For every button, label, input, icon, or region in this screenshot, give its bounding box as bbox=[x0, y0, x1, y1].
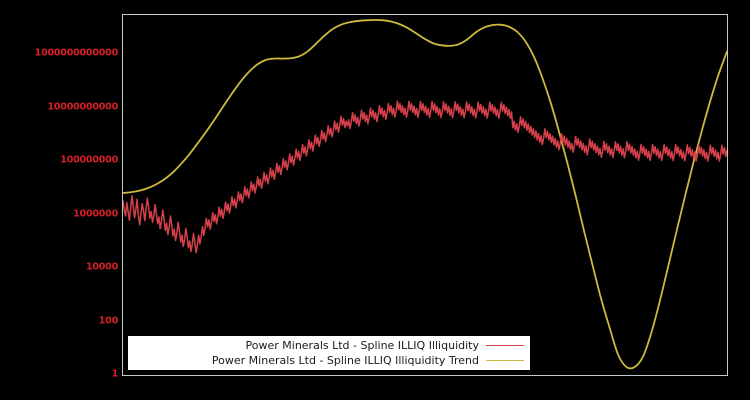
y-axis-tick-label: 100000000 bbox=[60, 154, 118, 166]
legend-label-trend: Power Minerals Ltd - Spline ILLIQ Illiqu… bbox=[211, 354, 479, 367]
legend-row-trend: Power Minerals Ltd - Spline ILLIQ Illiqu… bbox=[128, 353, 524, 368]
plot-area bbox=[122, 14, 728, 376]
y-axis-tick-labels: 1 100 10000 1000000 100000000 10000000000 1000… bbox=[0, 0, 119, 400]
legend-swatch-illiquidity bbox=[486, 345, 524, 346]
legend-swatch-trend bbox=[486, 360, 524, 361]
series-illiquidity-line bbox=[123, 100, 727, 254]
y-axis-tick-label: 10000000000 bbox=[47, 101, 118, 113]
legend-label-illiquidity: Power Minerals Ltd - Spline ILLIQ Illiqu… bbox=[245, 339, 479, 352]
y-axis-tick-label: 1000000000000 bbox=[34, 47, 119, 59]
y-axis-tick-label: 100 bbox=[98, 315, 118, 327]
y-axis-tick-label: 1000000 bbox=[73, 208, 118, 220]
series-trend-line bbox=[123, 19, 727, 370]
y-axis-tick-label: 10000 bbox=[85, 261, 118, 273]
plot-svg bbox=[123, 19, 727, 370]
legend-row-illiquidity: Power Minerals Ltd - Spline ILLIQ Illiqu… bbox=[128, 338, 524, 353]
y-axis-tick-label: 1 bbox=[111, 368, 119, 380]
chart-legend: Power Minerals Ltd - Spline ILLIQ Illiqu… bbox=[128, 336, 530, 370]
